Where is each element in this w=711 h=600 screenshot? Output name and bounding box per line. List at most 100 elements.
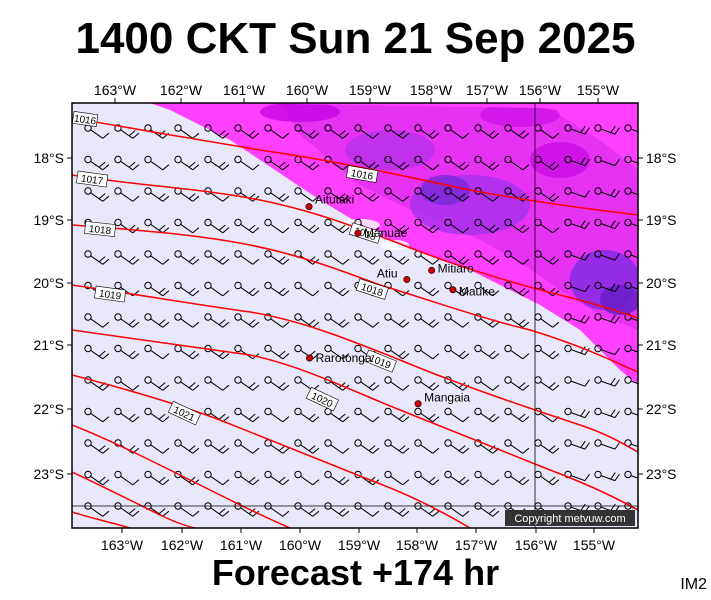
wind-barb [384, 250, 410, 265]
wind-barb [174, 250, 200, 265]
wind-barb [204, 218, 230, 234]
wind-barb [354, 187, 380, 202]
wind-barb [384, 313, 410, 328]
lat-tick-label: 19°S [33, 212, 64, 228]
place-label: Rarotonga [316, 351, 372, 365]
wind-barb [414, 470, 440, 486]
lat-tick-label: 23°S [646, 466, 677, 482]
map-frame [71, 102, 639, 529]
lon-tick-label: 156°W [515, 537, 558, 553]
lon-tick-label: 155°W [577, 82, 620, 98]
place-marker: Manuae [354, 226, 408, 240]
wind-barb [204, 470, 230, 486]
lon-labels-top: 163°W 162°W 161°W 160°W 159°W 158°W 157°… [94, 82, 620, 98]
wind-barb [354, 407, 380, 423]
wind-barb [594, 470, 620, 482]
lon-tick-label: 160°W [286, 82, 329, 98]
wind-barb [384, 407, 410, 423]
wind-barb [414, 218, 440, 234]
wind-barb [234, 218, 260, 234]
wind-barb [114, 344, 140, 360]
lon-tick-label: 158°W [396, 537, 439, 553]
wind-barb [564, 376, 590, 387]
wind-barb [294, 407, 320, 423]
lat-labels-right: 18°S 19°S 20°S 21°S 22°S 23°S [646, 150, 677, 482]
wind-barb [414, 155, 440, 171]
wind-barb [384, 124, 410, 139]
wind-barb [144, 407, 170, 423]
wind-barb [264, 218, 290, 234]
lon-tick-label: 162°W [161, 537, 204, 553]
wind-barb [174, 313, 200, 328]
wind-barb [474, 313, 500, 328]
wind-barb [414, 376, 440, 391]
wind-barb [114, 155, 140, 171]
wind-barb [324, 281, 350, 297]
lon-tick-label: 158°W [410, 82, 453, 98]
wind-barb [564, 313, 590, 324]
wind-barb [384, 344, 410, 360]
lon-tick-label: 156°W [519, 82, 562, 98]
wind-barb [234, 376, 260, 391]
wind-barb [144, 250, 170, 265]
wind-barb [144, 470, 170, 486]
wind-barb [144, 439, 170, 454]
wind-barb [504, 407, 530, 423]
place-dot [449, 286, 457, 294]
wind-barb [474, 376, 500, 391]
map-title: 1400 CKT Sun 21 Sep 2025 [75, 14, 636, 63]
wind-barb [264, 376, 290, 391]
place-label: Manuae [364, 226, 408, 240]
forecast-hours: Forecast +174 hr [211, 552, 500, 593]
wind-barb [564, 407, 590, 419]
wind-barb [144, 376, 170, 391]
wind-barb [594, 313, 620, 324]
wind-barb [504, 218, 530, 234]
wind-barb [564, 250, 590, 261]
wind-barb [264, 313, 290, 328]
isobar-label: 1018 [88, 224, 112, 237]
place-label: Atiu [377, 266, 398, 280]
wind-barb [504, 344, 530, 360]
wind-barb [594, 344, 620, 356]
lon-tick-label: 159°W [338, 537, 381, 553]
wind-barb [324, 218, 350, 234]
wind-barb [504, 470, 530, 486]
isobar-label: 1016 [350, 168, 374, 183]
wind-barb [564, 187, 590, 198]
wind-barb [324, 313, 350, 328]
wind-barb [174, 218, 200, 234]
wind-barb [324, 439, 350, 454]
wind-barb [564, 439, 590, 450]
wind-barb [294, 155, 320, 171]
lon-tick-label: 161°W [220, 537, 263, 553]
wind-barb [504, 124, 530, 139]
wind-barb [504, 439, 530, 454]
wind-barb [174, 124, 200, 139]
wind-barb [264, 470, 290, 486]
lat-tick-label: 21°S [33, 337, 64, 353]
wind-barb [444, 439, 470, 454]
wind-barb [625, 534, 650, 543]
wind-barb [474, 344, 500, 360]
wind-barb [204, 155, 230, 171]
wind-barb [204, 124, 230, 139]
wind-barb [534, 470, 560, 486]
wind-barb [444, 407, 470, 423]
wind-barb [114, 407, 140, 423]
wind-barb [294, 187, 320, 202]
wind-barb [324, 344, 350, 360]
lon-tick-label: 163°W [94, 82, 137, 98]
place-marker: Rarotonga [306, 351, 372, 365]
isobar-line [72, 471, 196, 528]
isobar-line [72, 174, 638, 319]
wind-barb [354, 439, 380, 454]
isobar-label: 1019 [98, 289, 122, 303]
wind-barb [594, 218, 620, 230]
lat-tick-label: 20°S [33, 275, 64, 291]
places-layer: Aitutaki Manuae Atiu Mitiaro Mauke Rarotonga M… [305, 193, 495, 408]
wind-barb [414, 124, 440, 139]
wind-barb [294, 281, 320, 297]
wind-barb [234, 407, 260, 423]
wind-barb [564, 124, 590, 135]
